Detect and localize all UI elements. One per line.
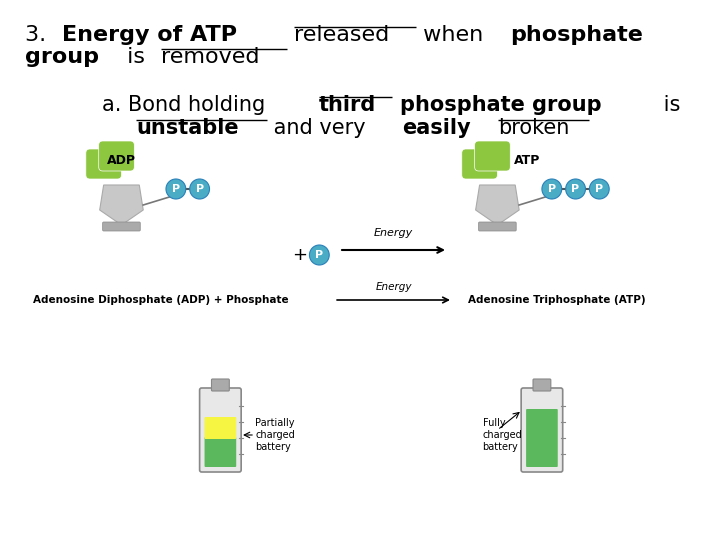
Text: broken: broken (498, 118, 569, 138)
Text: is: is (120, 47, 152, 67)
FancyBboxPatch shape (526, 409, 558, 467)
Text: P: P (595, 184, 603, 194)
Text: a. Bond holding: a. Bond holding (102, 95, 271, 115)
Text: phosphate group: phosphate group (400, 95, 602, 115)
FancyBboxPatch shape (521, 388, 563, 472)
Text: Fully
charged
battery: Fully charged battery (482, 418, 522, 451)
Text: phosphate: phosphate (510, 25, 644, 45)
Text: Adenosine Diphosphate (ADP) + Phosphate: Adenosine Diphosphate (ADP) + Phosphate (33, 295, 289, 305)
Text: P: P (315, 250, 323, 260)
Circle shape (590, 179, 609, 199)
Text: ADP: ADP (107, 154, 136, 167)
Text: when: when (415, 25, 490, 45)
Circle shape (190, 179, 210, 199)
FancyBboxPatch shape (199, 388, 241, 472)
Text: Energy: Energy (375, 282, 412, 292)
FancyBboxPatch shape (204, 437, 236, 467)
FancyBboxPatch shape (479, 222, 516, 231)
Text: ATP: ATP (514, 154, 540, 167)
Text: group: group (25, 47, 99, 67)
Text: P: P (572, 184, 580, 194)
Circle shape (166, 179, 186, 199)
Text: removed: removed (161, 47, 259, 67)
Text: and very: and very (267, 118, 372, 138)
Text: unstable: unstable (136, 118, 239, 138)
FancyBboxPatch shape (212, 379, 229, 391)
Text: Energy: Energy (374, 228, 413, 238)
Text: Adenosine Triphosphate (ATP): Adenosine Triphosphate (ATP) (468, 295, 646, 305)
Text: released: released (294, 25, 390, 45)
FancyBboxPatch shape (103, 222, 140, 231)
Polygon shape (476, 185, 519, 225)
Text: P: P (548, 184, 556, 194)
FancyBboxPatch shape (204, 417, 236, 439)
Text: P: P (196, 184, 204, 194)
FancyBboxPatch shape (462, 149, 498, 179)
Text: third: third (318, 95, 376, 115)
Text: is: is (657, 95, 681, 115)
FancyBboxPatch shape (99, 141, 135, 171)
Text: Partially
charged
battery: Partially charged battery (255, 418, 294, 451)
Polygon shape (99, 185, 143, 225)
Text: 3.: 3. (25, 25, 54, 45)
Text: P: P (172, 184, 180, 194)
FancyBboxPatch shape (474, 141, 510, 171)
Circle shape (310, 245, 329, 265)
Text: easily: easily (402, 118, 470, 138)
Text: +: + (292, 246, 307, 264)
FancyBboxPatch shape (533, 379, 551, 391)
Circle shape (566, 179, 585, 199)
Circle shape (542, 179, 562, 199)
Text: Energy of ATP: Energy of ATP (61, 25, 237, 45)
FancyBboxPatch shape (86, 149, 122, 179)
